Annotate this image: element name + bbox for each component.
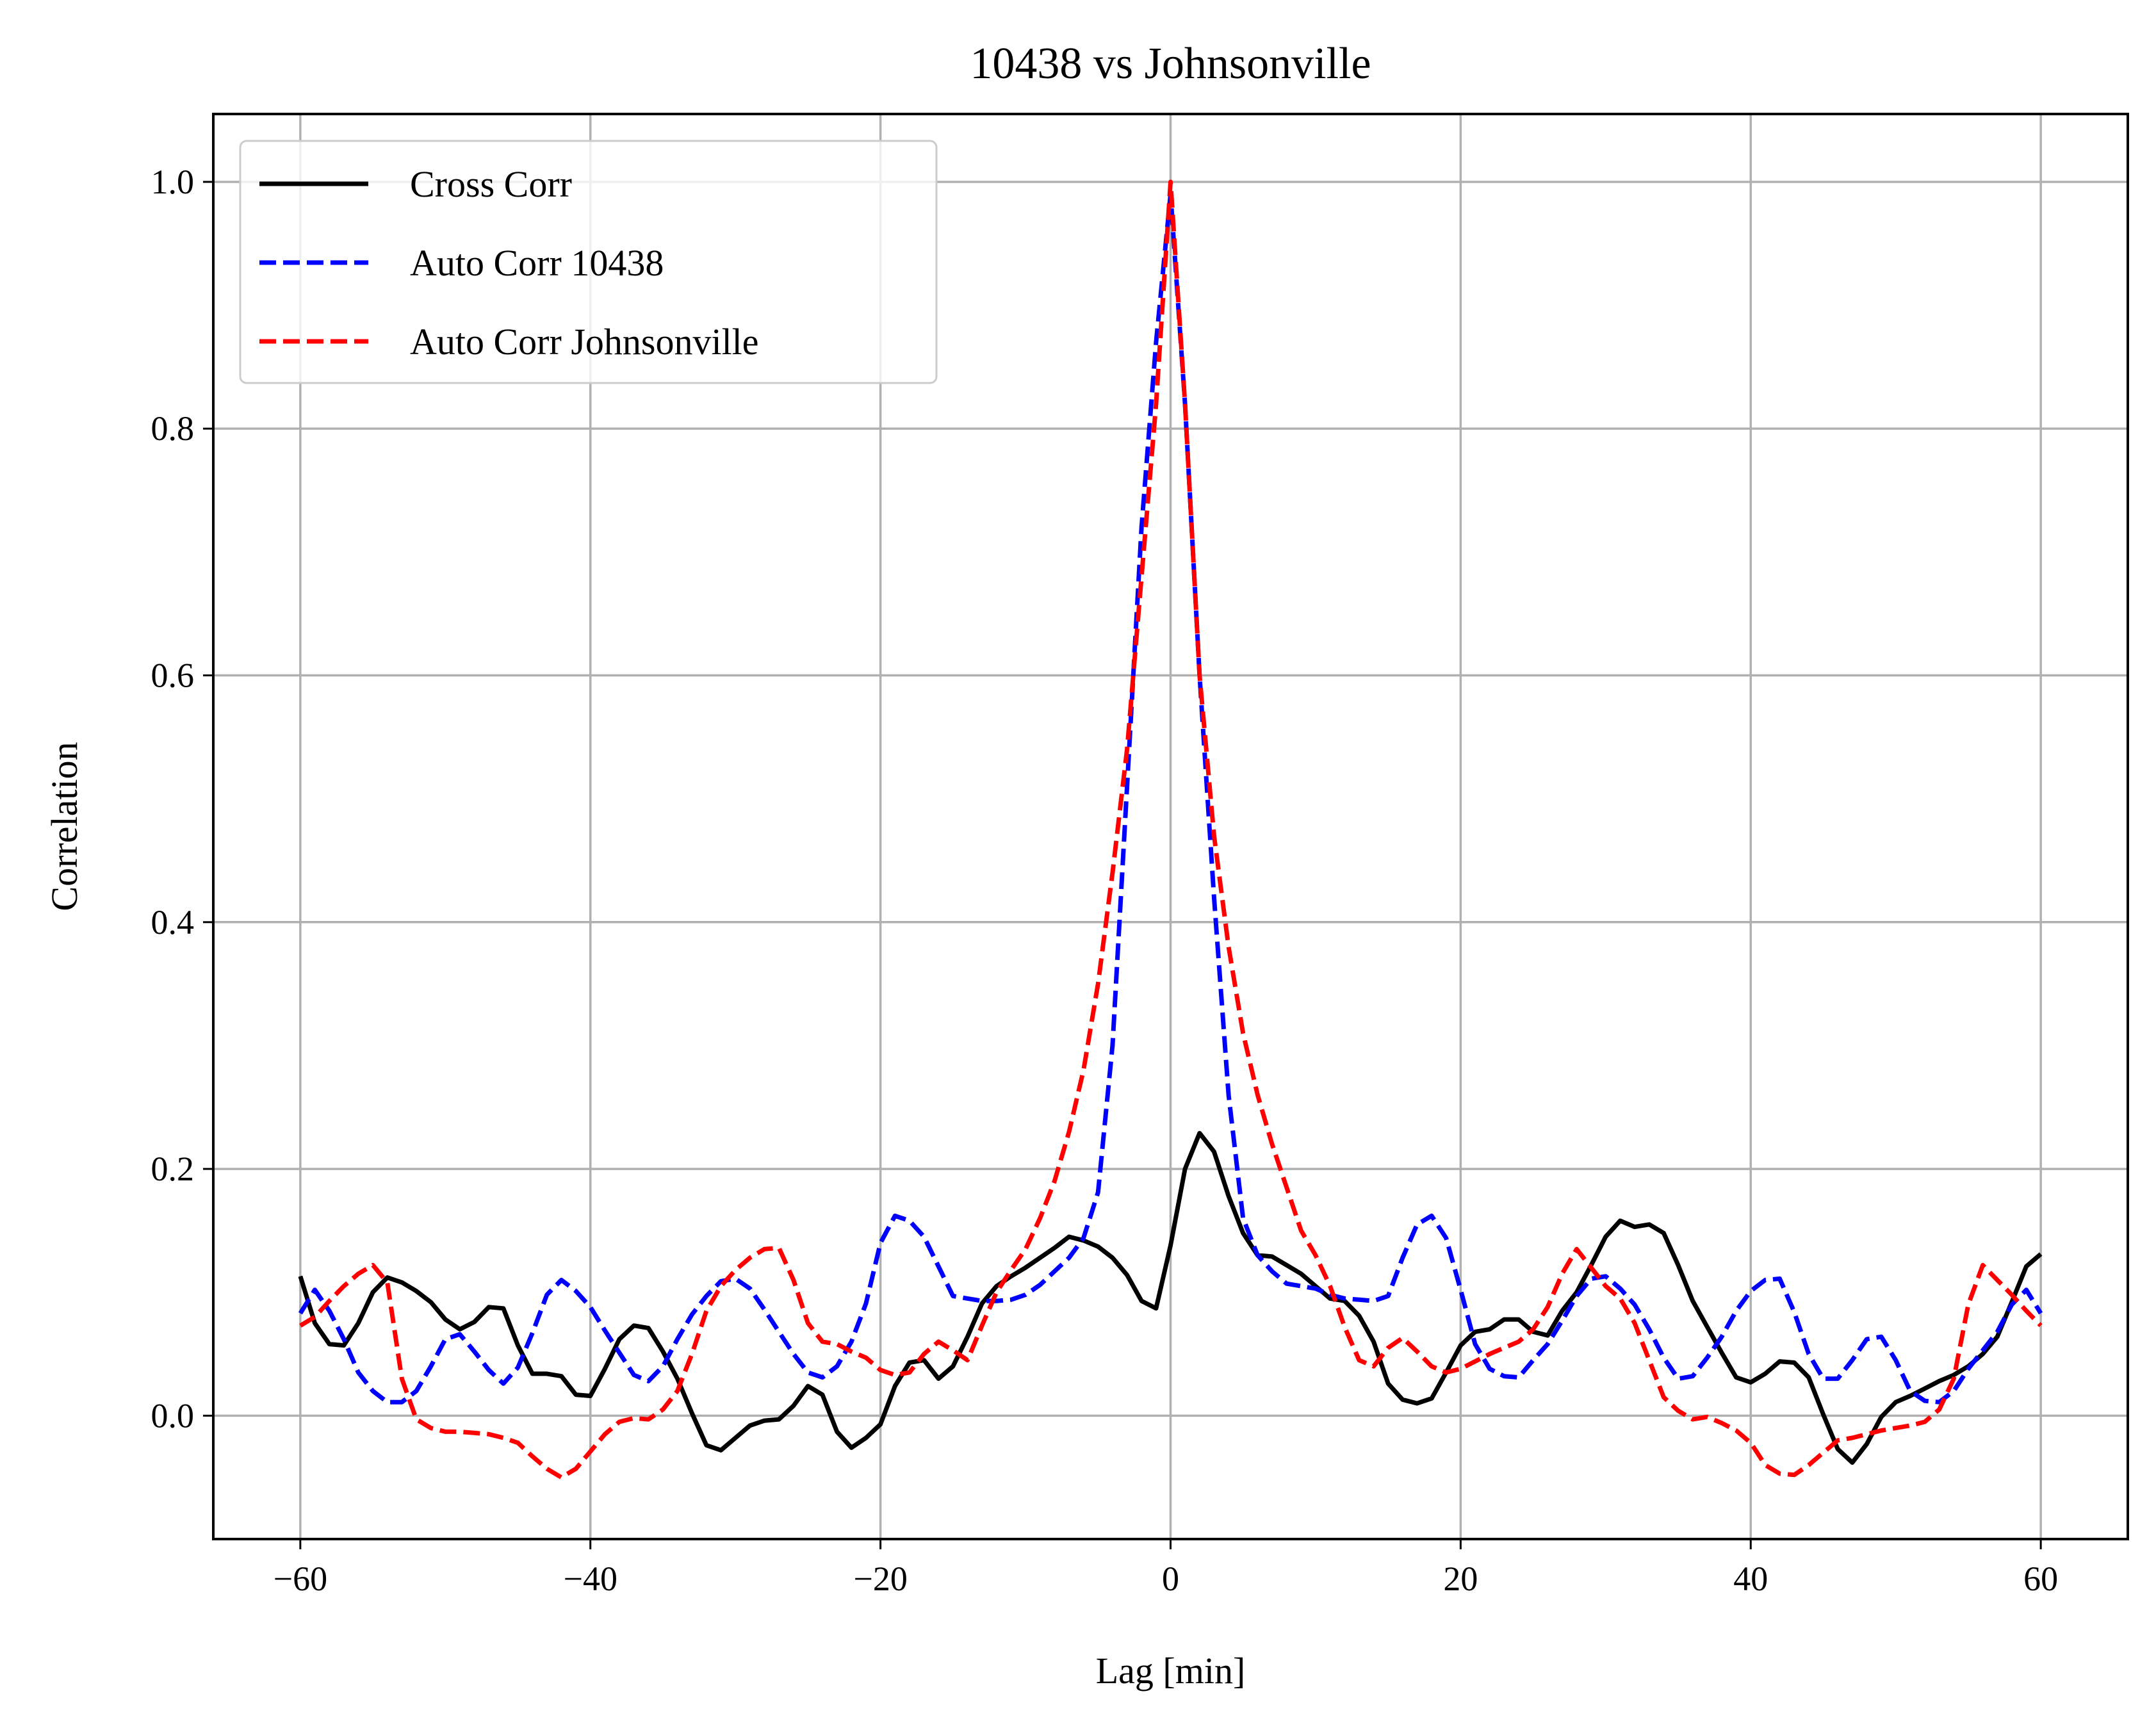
- x-tick-label: −60: [274, 1560, 327, 1598]
- x-tick-label: −20: [853, 1560, 907, 1598]
- legend-box: [239, 140, 938, 384]
- y-tick-label: 0.2: [151, 1150, 195, 1188]
- y-axis-ticks: 0.0 0.2 0.4 0.6 0.8 1.0: [151, 163, 213, 1435]
- legend: Cross Corr Auto Corr 10438 Auto Corr Johns…: [239, 140, 938, 384]
- y-tick-label: 0.0: [151, 1396, 195, 1435]
- x-tick-label: 60: [2023, 1560, 2058, 1598]
- legend-items: Cross Corr Auto Corr 10438 Auto Corr Johns…: [259, 163, 759, 363]
- x-tick-label: −40: [564, 1560, 617, 1598]
- y-tick-label: 0.4: [151, 903, 195, 941]
- x-tick-label: 40: [1733, 1560, 1768, 1598]
- legend-label-cross-corr: Cross Corr: [410, 163, 572, 205]
- chart-title: 10438 vs Johnsonville: [970, 39, 1371, 88]
- x-tick-label: 0: [1162, 1560, 1179, 1598]
- series-line-cross-corr: [298, 1130, 2043, 1465]
- legend-label-auto-corr-johnsonville: Auto Corr Johnsonville: [410, 321, 759, 363]
- legend-label-auto-corr-10438: Auto Corr 10438: [410, 242, 664, 284]
- x-axis-ticks: −60 −40 −20 0 20 40 60: [274, 1539, 2058, 1598]
- series-line-auto-corr-johnsonville: [299, 179, 2043, 1480]
- y-tick-label: 0.6: [151, 656, 195, 695]
- x-tick-label: 20: [1443, 1560, 1478, 1598]
- y-axis-label: Correlation: [44, 742, 85, 911]
- x-axis-label: Lag [min]: [1096, 1650, 1246, 1691]
- y-tick-label: 0.8: [151, 409, 195, 448]
- y-tick-label: 1.0: [151, 163, 195, 201]
- series-lines: [298, 179, 2043, 1480]
